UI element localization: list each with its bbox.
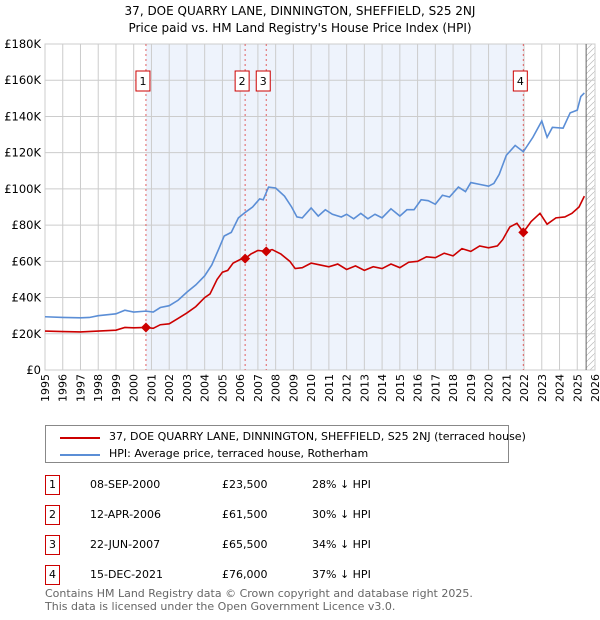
plot-border <box>44 43 596 371</box>
sale-hpi-delta: 28% ↓ HPI <box>312 478 371 491</box>
y-tick-label: £120K <box>4 146 41 160</box>
sale-price: £61,500 <box>222 508 268 521</box>
x-tick-label: 2015 <box>394 374 407 402</box>
sale-hpi-delta: 37% ↓ HPI <box>312 568 371 581</box>
x-tick-label: 2012 <box>341 374 354 402</box>
legend: 37, DOE QUARRY LANE, DINNINGTON, SHEFFIE… <box>45 425 526 463</box>
x-tick-label: 2018 <box>447 374 460 402</box>
x-tick-label: 2002 <box>163 374 176 402</box>
sale-point <box>518 227 529 238</box>
legend-swatch-hpi <box>60 454 100 456</box>
chart-subtitle: Price paid vs. HM Land Registry's House … <box>128 21 472 35</box>
sale-point <box>261 246 272 257</box>
sale-hpi-delta: 34% ↓ HPI <box>312 538 371 551</box>
x-tick-label: 2016 <box>412 374 425 402</box>
y-tick-label: £180K <box>4 37 41 51</box>
footer-licence: This data is licensed under the Open Gov… <box>45 600 396 613</box>
x-tick-label: 2004 <box>199 374 212 402</box>
x-tick-label: 2019 <box>465 374 478 402</box>
x-tick-label: 2021 <box>500 374 513 402</box>
x-tick-label: 2014 <box>376 374 389 402</box>
sale-price: £76,000 <box>222 568 268 581</box>
sale-marker-number: 2 <box>239 75 246 88</box>
y-tick-label: £140K <box>4 109 41 123</box>
sale-marker-box <box>512 70 528 92</box>
x-tick-label: 2011 <box>323 374 336 402</box>
x-tick-label: 2003 <box>181 374 194 402</box>
sale-marker-box <box>135 70 151 92</box>
x-tick-label: 2000 <box>128 374 141 402</box>
x-tick-label: 1996 <box>57 374 70 402</box>
x-tick-label: 2024 <box>554 374 567 402</box>
sale-price: £65,500 <box>222 538 268 551</box>
shaded-region <box>145 44 524 370</box>
x-tick-label: 2006 <box>234 374 247 402</box>
sale-marker-number: 4 <box>517 75 524 88</box>
y-tick-label: £160K <box>4 73 41 87</box>
x-tick-label: 2020 <box>483 374 496 402</box>
chart-canvas: 1995 1996 1997 1998 1999 2000 2001 2002 2003 2004… <box>4 37 600 402</box>
sale-marker-number: 1 <box>139 75 146 88</box>
hpi-line <box>44 92 585 319</box>
y-tick-label: £80K <box>12 218 42 232</box>
sale-number-badge: 4 <box>45 565 60 585</box>
sale-point <box>140 322 151 333</box>
y-tick-label: £20K <box>12 327 42 341</box>
sale-marker-number: 3 <box>260 75 267 88</box>
legend-label-hpi: HPI: Average price, terraced house, Roth… <box>109 447 369 460</box>
x-tick-label: 1997 <box>74 374 87 402</box>
sale-number-badge: 2 <box>45 505 60 525</box>
legend-label-property: 37, DOE QUARRY LANE, DINNINGTON, SHEFFIE… <box>109 430 526 443</box>
y-tick-label: £0 <box>26 363 41 377</box>
x-tick-label: 2005 <box>216 374 229 402</box>
legend-swatch-property <box>60 437 100 439</box>
x-tick-label: 2026 <box>589 374 600 402</box>
x-tick-label: 2025 <box>571 374 584 402</box>
x-tick-label: 2008 <box>270 374 283 402</box>
x-tick-label: 2013 <box>358 374 371 402</box>
sale-number-badge: 1 <box>45 475 60 495</box>
x-tick-label: 1995 <box>39 374 52 402</box>
x-tick-label: 2010 <box>305 374 318 402</box>
sale-number-badge: 3 <box>45 535 60 555</box>
x-tick-label: 2009 <box>287 374 300 402</box>
sale-date: 12-APR-2006 <box>90 508 162 521</box>
footer-copyright: Contains HM Land Registry data © Crown c… <box>45 587 473 600</box>
x-tick-label: 2022 <box>518 374 531 402</box>
sale-price: £23,500 <box>222 478 268 491</box>
x-tick-label: 2017 <box>429 374 442 402</box>
x-tick-label: 2007 <box>252 374 265 402</box>
sale-date: 22-JUN-2007 <box>90 538 161 551</box>
sale-point <box>240 253 251 264</box>
y-tick-label: £40K <box>12 291 42 305</box>
sale-date: 15-DEC-2021 <box>90 568 164 581</box>
sale-marker-box <box>255 70 271 92</box>
x-tick-label: 1998 <box>92 374 105 402</box>
x-tick-label: 2023 <box>536 374 549 402</box>
sale-marker-box <box>234 70 250 92</box>
y-tick-label: £100K <box>4 182 41 196</box>
sale-hpi-delta: 30% ↓ HPI <box>312 508 371 521</box>
chart-title: 37, DOE QUARRY LANE, DINNINGTON, SHEFFIE… <box>124 4 476 18</box>
forecast-hatch <box>586 44 595 370</box>
x-tick-label: 2001 <box>145 374 158 402</box>
x-tick-label: 1999 <box>110 374 123 402</box>
y-tick-label: £60K <box>12 254 42 268</box>
property-price-line <box>44 195 586 333</box>
sale-date: 08-SEP-2000 <box>90 478 161 491</box>
